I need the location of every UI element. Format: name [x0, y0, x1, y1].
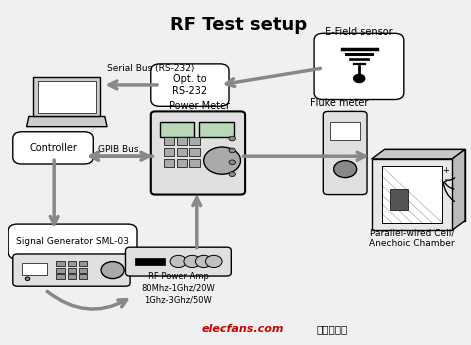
Text: Opt. to
RS-232: Opt. to RS-232	[172, 74, 207, 96]
Polygon shape	[372, 159, 452, 230]
FancyBboxPatch shape	[199, 121, 234, 137]
Polygon shape	[452, 149, 465, 230]
Text: RF Power Amp
80Mhz-1Ghz/20W
1Ghz-3Ghz/50W: RF Power Amp 80Mhz-1Ghz/20W 1Ghz-3Ghz/50…	[141, 272, 215, 304]
Circle shape	[229, 160, 236, 165]
Bar	[79, 267, 87, 273]
Circle shape	[229, 136, 236, 141]
FancyBboxPatch shape	[13, 132, 93, 164]
Bar	[177, 137, 187, 145]
Text: Signal Generator SML-03: Signal Generator SML-03	[16, 237, 129, 246]
FancyBboxPatch shape	[330, 121, 360, 140]
Circle shape	[205, 255, 222, 267]
Bar	[67, 274, 76, 279]
Text: RF Test setup: RF Test setup	[170, 16, 307, 34]
Circle shape	[25, 277, 30, 280]
Text: GPIB Bus: GPIB Bus	[98, 145, 139, 154]
Text: E-Field sensor: E-Field sensor	[325, 27, 393, 37]
Text: elecfans.com: elecfans.com	[202, 324, 284, 334]
Bar	[79, 274, 87, 279]
FancyBboxPatch shape	[8, 224, 137, 259]
Circle shape	[203, 147, 241, 174]
Bar	[189, 148, 200, 156]
Bar	[390, 189, 408, 210]
Bar	[189, 159, 200, 167]
Bar	[57, 261, 65, 266]
Bar	[163, 137, 174, 145]
Circle shape	[333, 161, 357, 178]
Text: Parallel-wired Cell/
Anechoic Chamber: Parallel-wired Cell/ Anechoic Chamber	[369, 229, 455, 248]
Text: 电子发烧友: 电子发烧友	[317, 324, 348, 334]
FancyBboxPatch shape	[38, 81, 96, 113]
Text: Power Meter: Power Meter	[169, 101, 229, 111]
FancyBboxPatch shape	[323, 111, 367, 195]
Bar	[57, 274, 65, 279]
Bar	[163, 159, 174, 167]
FancyBboxPatch shape	[13, 254, 130, 286]
Text: Serial Bus (RS-232): Serial Bus (RS-232)	[107, 65, 195, 73]
Bar	[189, 137, 200, 145]
Circle shape	[195, 255, 212, 267]
Circle shape	[25, 277, 30, 280]
Circle shape	[354, 75, 365, 82]
Circle shape	[229, 172, 236, 177]
Bar	[79, 261, 87, 266]
Circle shape	[101, 262, 124, 278]
FancyBboxPatch shape	[314, 33, 404, 99]
Circle shape	[170, 255, 187, 267]
Circle shape	[25, 277, 30, 280]
Text: Controller: Controller	[29, 143, 77, 153]
Polygon shape	[372, 149, 465, 159]
Bar	[177, 159, 187, 167]
FancyBboxPatch shape	[160, 121, 195, 137]
Bar	[177, 148, 187, 156]
Circle shape	[229, 148, 236, 153]
Polygon shape	[384, 149, 465, 221]
Bar	[135, 258, 164, 265]
FancyBboxPatch shape	[151, 111, 245, 195]
Polygon shape	[382, 166, 442, 223]
Bar	[67, 267, 76, 273]
Bar	[163, 148, 174, 156]
Text: +: +	[442, 166, 449, 175]
Bar	[57, 267, 65, 273]
FancyBboxPatch shape	[125, 247, 231, 276]
Circle shape	[184, 255, 201, 267]
Polygon shape	[26, 117, 107, 127]
FancyBboxPatch shape	[33, 78, 100, 117]
Bar	[67, 261, 76, 266]
Text: -: -	[444, 176, 447, 186]
FancyBboxPatch shape	[151, 64, 229, 106]
FancyBboxPatch shape	[22, 264, 47, 275]
Text: Fluke meter: Fluke meter	[310, 98, 369, 108]
